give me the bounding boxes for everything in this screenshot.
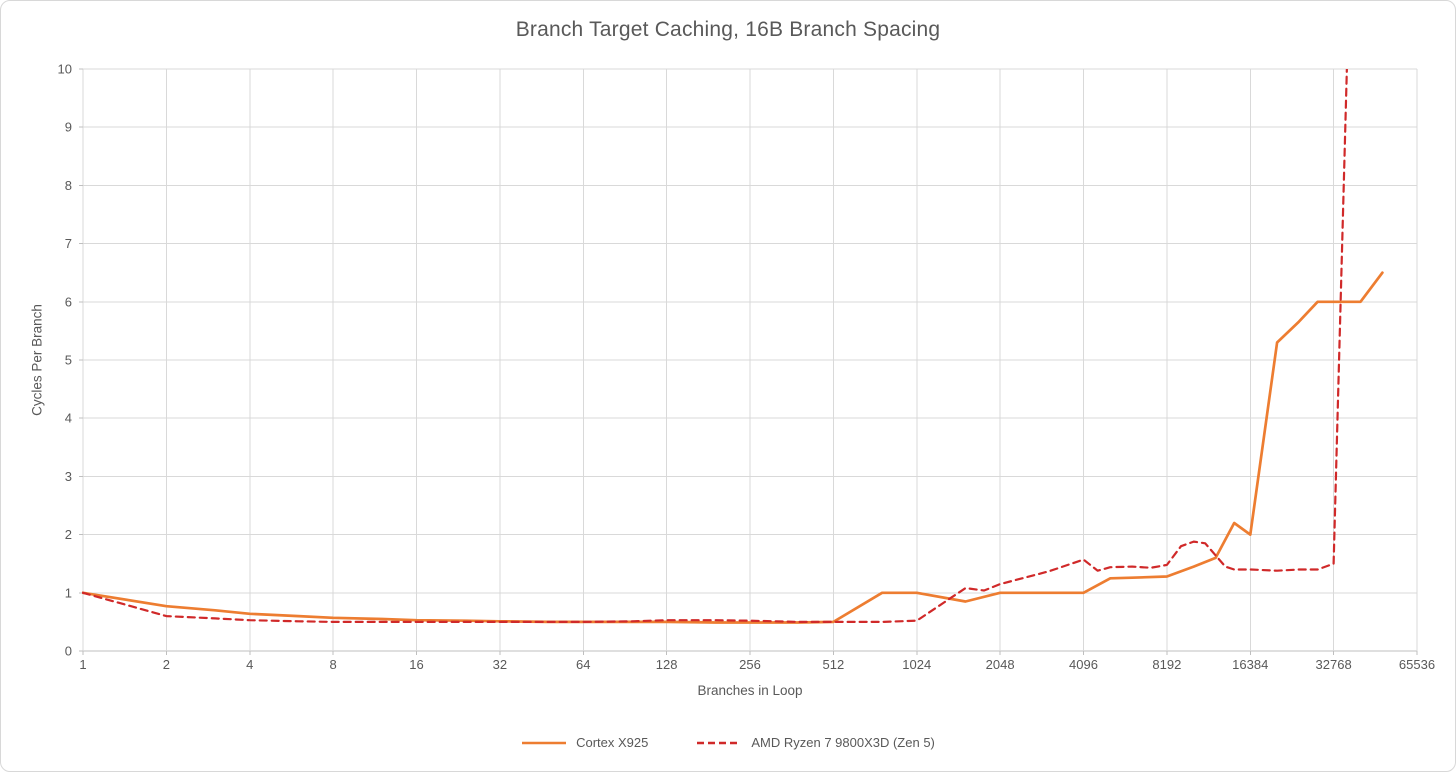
svg-text:32768: 32768 [1316,657,1352,672]
svg-text:32: 32 [493,657,507,672]
svg-text:8: 8 [330,657,337,672]
y-tick-labels: 0 1 2 3 4 5 6 7 8 9 10 [58,62,72,659]
svg-text:0: 0 [65,644,72,659]
svg-text:4: 4 [65,411,72,426]
svg-text:4096: 4096 [1069,657,1098,672]
svg-text:512: 512 [823,657,845,672]
gridlines [82,68,1418,652]
svg-text:65536: 65536 [1399,657,1435,672]
axis-tick-marks [79,68,1418,655]
svg-text:256: 256 [739,657,761,672]
legend-label: Cortex X925 [576,735,649,750]
svg-text:8: 8 [65,178,72,193]
series-line-0 [82,271,1384,624]
svg-text:8192: 8192 [1152,657,1181,672]
svg-text:5: 5 [65,353,72,368]
svg-text:128: 128 [656,657,678,672]
svg-text:4: 4 [246,657,253,672]
svg-text:10: 10 [58,62,72,77]
svg-text:16384: 16384 [1232,657,1268,672]
x-axis-title: Branches in Loop [697,683,803,698]
svg-text:16: 16 [409,657,423,672]
legend-label: AMD Ryzen 7 9800X3D (Zen 5) [751,735,935,750]
legend-line-swatch-solid [521,740,567,746]
svg-text:64: 64 [576,657,590,672]
series-line-1 [82,69,1348,624]
svg-text:6: 6 [65,294,72,309]
y-axis-title: Cycles Per Branch [29,304,45,416]
svg-text:1: 1 [79,657,86,672]
legend-line-swatch-dashed [696,740,742,746]
legend-item-amd: AMD Ryzen 7 9800X3D (Zen 5) [696,735,935,750]
svg-text:2: 2 [65,527,72,542]
svg-text:9: 9 [65,120,72,135]
x-tick-labels: 1 2 4 8 16 32 64 128 256 512 1024 2048 4096 8192 16384… [79,657,1435,672]
chart-title: Branch Target Caching, 16B Branch Spacin… [515,18,941,41]
svg-text:2048: 2048 [986,657,1015,672]
svg-text:2: 2 [163,657,170,672]
legend: Cortex X925 AMD Ryzen 7 9800X3D (Zen 5) [1,735,1455,750]
svg-text:1: 1 [65,585,72,600]
svg-text:7: 7 [65,236,72,251]
legend-item-cortex: Cortex X925 [521,735,648,750]
svg-text:3: 3 [65,469,72,484]
svg-text:1024: 1024 [902,657,931,672]
